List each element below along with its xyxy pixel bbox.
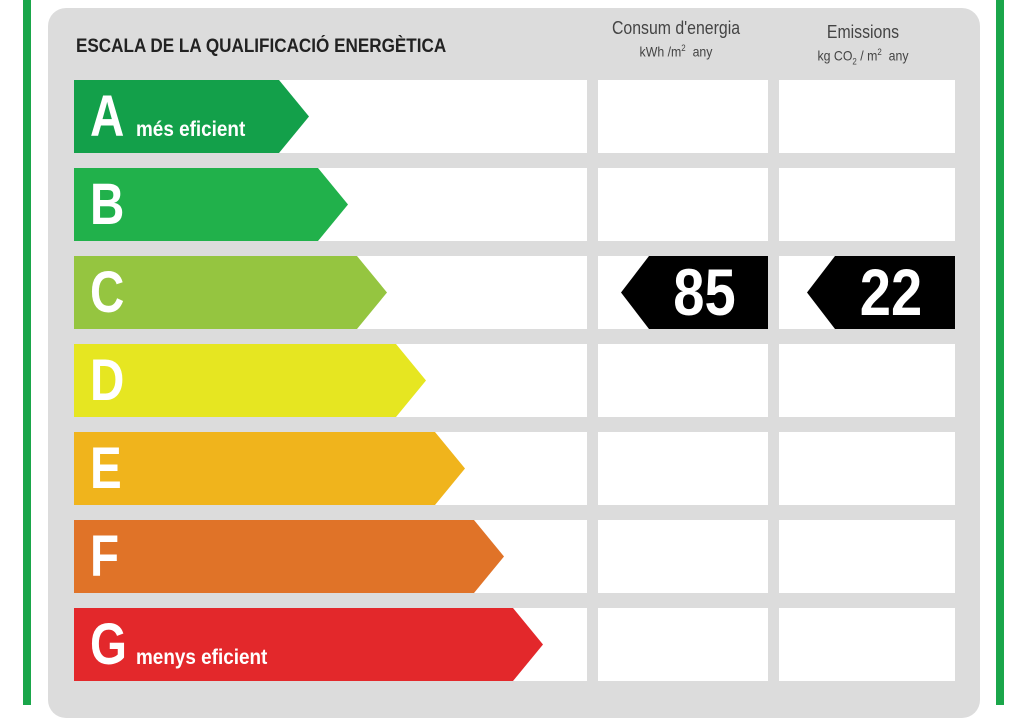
- emissions-column-label: Emissions: [826, 22, 900, 42]
- rating-d-row-c2-cell: [779, 344, 955, 417]
- rating-c-arrow: C: [74, 256, 387, 329]
- rating-g-row-c2-cell: [779, 608, 955, 681]
- rating-b-arrow: B: [74, 168, 348, 241]
- rating-d-arrow: D: [74, 344, 426, 417]
- rating-a-row-c1-cell: [598, 80, 768, 153]
- rating-f-row-c1-cell: [598, 520, 768, 593]
- rating-d-letter: D: [90, 348, 125, 413]
- rating-g-row-c1-cell: [598, 608, 768, 681]
- rating-a-row-c2-cell: [779, 80, 955, 153]
- emissions-column-unit: kg CO2 / m2 any: [817, 47, 909, 67]
- right-green-border: [996, 0, 1004, 705]
- left-green-border: [23, 0, 31, 705]
- rating-a-letter: A: [90, 84, 125, 149]
- rating-e-letter: E: [90, 436, 122, 501]
- energy-value-tag: 85: [621, 256, 768, 329]
- rating-c-letter: C: [90, 260, 125, 325]
- rating-e-row-c2-cell: [779, 432, 955, 505]
- emissions-column-header: Emissions kg CO2 / m2 any: [778, 22, 948, 66]
- energy-value-text: 85: [673, 255, 736, 329]
- rating-d-row-c1-cell: [598, 344, 768, 417]
- rating-g-letter: G: [90, 612, 128, 677]
- rating-a-description: més eficient: [136, 118, 246, 141]
- energy-column-label: Consum d'energia: [611, 18, 741, 38]
- emissions-value-tag: 22: [807, 256, 955, 329]
- scale-title: ESCALA DE LA QUALIFICACIÓ ENERGÈTICA: [76, 36, 447, 57]
- energy-column-header: Consum d'energia kWh /m2 any: [596, 18, 756, 60]
- rating-e-arrow: E: [74, 432, 465, 505]
- rating-f-arrow: F: [74, 520, 504, 593]
- rating-g-description: menys eficient: [136, 646, 268, 669]
- energy-column-unit: kWh /m2 any: [639, 43, 713, 60]
- rating-b-row-c1-cell: [598, 168, 768, 241]
- rating-e-row-c1-cell: [598, 432, 768, 505]
- rating-b-row-c2-cell: [779, 168, 955, 241]
- rating-f-row-c2-cell: [779, 520, 955, 593]
- emissions-value-text: 22: [859, 255, 923, 329]
- rating-f-letter: F: [90, 524, 120, 589]
- rating-b-letter: B: [90, 172, 125, 237]
